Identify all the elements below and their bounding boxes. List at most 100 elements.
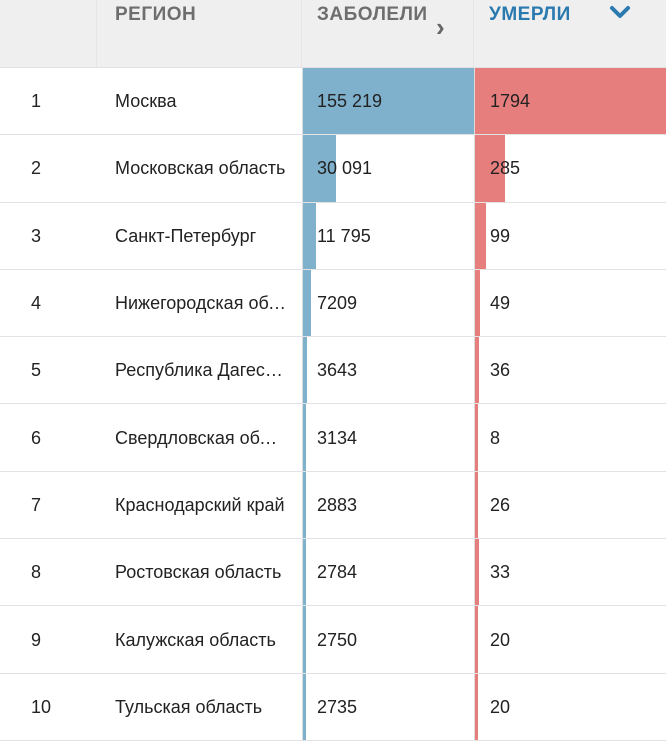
- rank-cell: 7: [0, 472, 97, 538]
- rank-cell: 6: [0, 404, 97, 470]
- cases-cell: 2883: [302, 471, 474, 539]
- table-row[interactable]: 1 Москва 155 219 1794: [0, 68, 666, 136]
- deaths-bar: [475, 471, 479, 539]
- rank-value: 7: [31, 494, 42, 515]
- deaths-cell: 33: [474, 539, 666, 606]
- deaths-cell: 26: [474, 471, 666, 539]
- region-value: Свердловская область: [115, 427, 287, 448]
- cases-cell: 3643: [302, 337, 474, 404]
- cases-value: 3643: [317, 360, 358, 381]
- cases-bar: [303, 673, 306, 740]
- cases-bar: [303, 337, 307, 404]
- header-cases-column[interactable]: ЗАБОЛЕЛИ ›: [302, 0, 474, 67]
- deaths-value: 49: [490, 293, 511, 314]
- table-body: 1 Москва 155 219 1794 2 Московская область 30 …: [0, 68, 666, 741]
- rank-value: 1: [31, 91, 42, 112]
- region-cell: Ростовская область: [97, 539, 302, 605]
- header-deaths-label: УМЕРЛИ: [489, 4, 571, 25]
- table-row[interactable]: 8 Ростовская область 2784 33: [0, 539, 666, 607]
- rank-cell: 2: [0, 135, 97, 201]
- cases-bar: [303, 471, 307, 539]
- table-row[interactable]: 6 Свердловская область 3134 8: [0, 404, 666, 472]
- region-cell: Республика Дагестан: [97, 337, 302, 403]
- rank-cell: 9: [0, 606, 97, 672]
- cases-bar: [303, 606, 307, 673]
- cases-value: 7209: [317, 293, 358, 314]
- deaths-value: 8: [490, 427, 501, 448]
- rank-cell: 10: [0, 674, 97, 740]
- rank-cell: 4: [0, 270, 97, 336]
- deaths-value: 1794: [490, 91, 531, 112]
- deaths-cell: 20: [474, 673, 666, 740]
- deaths-cell: 1794: [474, 68, 666, 135]
- deaths-value: 99: [490, 225, 511, 246]
- cases-cell: 2735: [302, 673, 474, 740]
- deaths-bar: [475, 673, 479, 740]
- deaths-bar: [475, 606, 479, 673]
- region-value: Московская область: [115, 158, 286, 179]
- cases-value: 2750: [317, 629, 358, 650]
- table-row[interactable]: 3 Санкт-Петербург 11 795 99: [0, 202, 666, 270]
- deaths-cell: 36: [474, 337, 666, 404]
- rank-cell: 1: [0, 68, 97, 134]
- deaths-value: 20: [490, 696, 511, 717]
- region-cell: Санкт-Петербург: [97, 203, 302, 269]
- region-value: Краснодарский край: [115, 494, 285, 515]
- rank-value: 6: [31, 427, 42, 448]
- deaths-value: 36: [490, 360, 511, 381]
- cases-cell: 3134: [302, 404, 474, 471]
- rank-cell: 5: [0, 337, 97, 403]
- cases-value: 2784: [317, 562, 358, 583]
- deaths-cell: 49: [474, 269, 666, 337]
- header-deaths-column[interactable]: УМЕРЛИ: [474, 0, 666, 67]
- deaths-cell: 20: [474, 606, 666, 673]
- rank-value: 3: [31, 225, 42, 246]
- table-row[interactable]: 5 Республика Дагестан 3643 36: [0, 337, 666, 405]
- cases-cell: 155 219: [302, 68, 474, 135]
- table-row[interactable]: 9 Калужская область 2750 20: [0, 606, 666, 674]
- deaths-value: 26: [490, 494, 511, 515]
- rank-value: 5: [31, 360, 42, 381]
- deaths-value: 33: [490, 562, 511, 583]
- cases-bar: [303, 404, 307, 471]
- region-value: Нижегородская область: [115, 293, 287, 314]
- region-value: Москва: [115, 91, 177, 112]
- region-cell: Краснодарский край: [97, 472, 302, 538]
- rank-value: 8: [31, 562, 42, 583]
- rank-value: 9: [31, 629, 42, 650]
- region-cell: Калужская область: [97, 606, 302, 672]
- cases-bar: [303, 269, 311, 337]
- deaths-value: 285: [490, 158, 521, 179]
- header-region-label: РЕГИОН: [115, 4, 197, 25]
- cases-value: 3134: [317, 427, 358, 448]
- table-row[interactable]: 2 Московская область 30 091 285: [0, 135, 666, 203]
- deaths-bar: [475, 404, 479, 471]
- region-value: Санкт-Петербург: [115, 225, 257, 246]
- table-row[interactable]: 7 Краснодарский край 2883 26: [0, 471, 666, 540]
- region-cell: Тульская область: [97, 674, 302, 740]
- cases-value: 155 219: [317, 91, 383, 112]
- deaths-bar: [475, 269, 481, 337]
- region-value: Республика Дагестан: [115, 360, 287, 381]
- region-cell: Нижегородская область: [97, 270, 302, 336]
- header-cases-label: ЗАБОЛЕЛИ: [317, 4, 428, 25]
- rank-cell: 3: [0, 203, 97, 269]
- cases-bar: [303, 539, 307, 606]
- deaths-cell: 99: [474, 202, 666, 269]
- deaths-bar: [475, 539, 479, 606]
- deaths-bar: [475, 337, 479, 404]
- rank-value: 10: [31, 696, 52, 717]
- table-header: РЕГИОН ЗАБОЛЕЛИ › УМЕРЛИ: [0, 0, 666, 68]
- chevron-down-icon: [610, 6, 630, 18]
- rank-value: 2: [31, 158, 42, 179]
- cases-value: 11 795: [317, 225, 371, 246]
- cases-value: 2883: [317, 494, 358, 515]
- deaths-cell: 285: [474, 135, 666, 202]
- rank-value: 4: [31, 293, 42, 314]
- rank-cell: 8: [0, 539, 97, 605]
- deaths-bar: [475, 68, 666, 135]
- table-row[interactable]: 4 Нижегородская область 7209 49: [0, 269, 666, 338]
- cases-bar: [303, 135, 337, 202]
- table-row[interactable]: 10 Тульская область 2735 20: [0, 673, 666, 741]
- header-region-column[interactable]: РЕГИОН: [97, 0, 302, 67]
